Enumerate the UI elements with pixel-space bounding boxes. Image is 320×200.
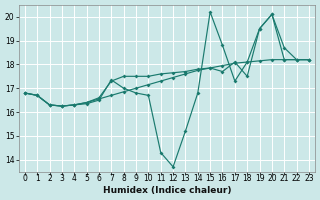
X-axis label: Humidex (Indice chaleur): Humidex (Indice chaleur) <box>103 186 231 195</box>
